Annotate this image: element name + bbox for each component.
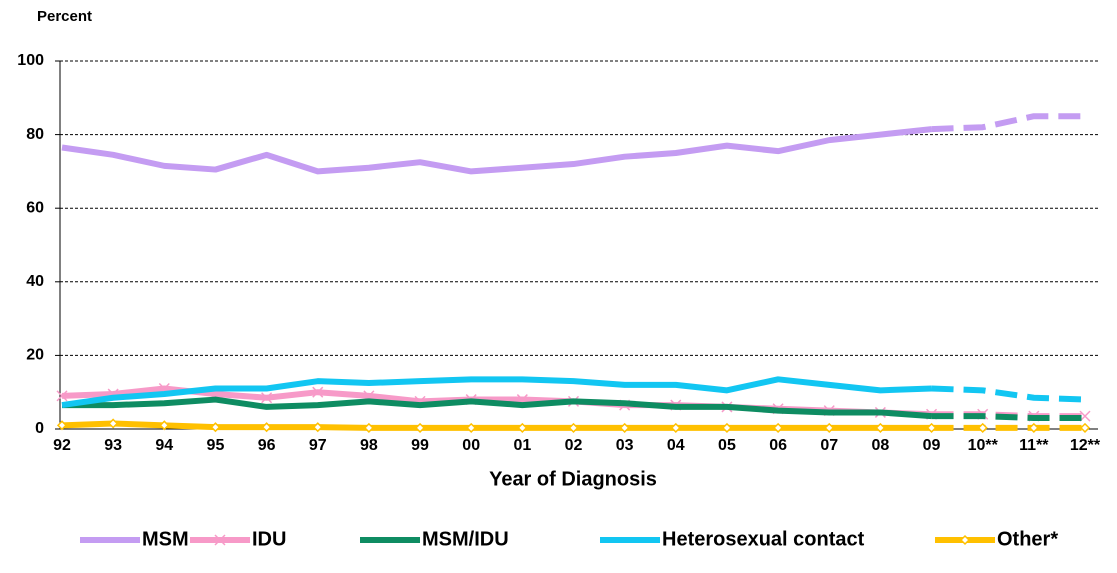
marker (414, 422, 426, 433)
x-tick-label: 95 (207, 437, 225, 454)
series-line (61, 126, 932, 175)
y-tick-label: 20 (26, 347, 44, 364)
y-tick-label: 40 (26, 273, 44, 290)
x-tick-label: 93 (104, 437, 122, 454)
x-tick-label: 07 (820, 437, 838, 454)
marker (159, 420, 170, 431)
x-tick-label: 08 (872, 437, 890, 454)
x-tick-label: 92 (53, 437, 71, 454)
marker (568, 422, 579, 433)
legend-label: Heterosexual contact (662, 528, 865, 550)
marker (210, 422, 221, 433)
marker (261, 392, 273, 404)
marker (363, 422, 374, 433)
y-axis-title: Percent (37, 8, 92, 25)
y-tick-label: 100 (17, 52, 44, 69)
x-tick-label: 01 (513, 437, 531, 454)
x-tick-label: 02 (565, 437, 583, 454)
x-tick-label: 97 (309, 437, 327, 454)
marker (875, 422, 886, 433)
marker (959, 534, 971, 546)
y-tick-label: 60 (26, 199, 44, 216)
marker (312, 386, 324, 398)
x-tick-label: 04 (667, 437, 685, 454)
marker (56, 420, 68, 431)
x-tick-label: 94 (155, 437, 173, 454)
marker (466, 422, 477, 433)
x-tick-label: 10** (968, 437, 999, 454)
x-tick-label: 12** (1070, 437, 1101, 454)
x-tick-label: 11** (1019, 437, 1049, 454)
marker (1079, 410, 1091, 422)
marker (1079, 422, 1091, 433)
x-tick-label: 03 (616, 437, 634, 454)
legend-label: IDU (252, 528, 286, 550)
marker (517, 422, 528, 433)
series-line (62, 396, 932, 420)
marker (261, 422, 272, 433)
marker (926, 422, 937, 433)
marker (670, 422, 681, 433)
x-tick-label: 05 (718, 437, 736, 454)
marker (214, 534, 226, 546)
x-tick-label: 96 (258, 437, 276, 454)
y-tick-label: 80 (26, 126, 44, 143)
marker (619, 422, 630, 433)
legend-label: MSM/IDU (422, 528, 509, 550)
marker (773, 422, 784, 433)
marker (312, 422, 323, 433)
marker (721, 422, 733, 433)
marker (56, 390, 68, 402)
series-line (61, 420, 932, 431)
series-line (931, 113, 1085, 133)
legend-label: MSM (142, 528, 189, 550)
marker (1028, 422, 1039, 433)
x-tick-label: 99 (411, 437, 429, 454)
series-line (931, 385, 1086, 403)
x-tick-label: 98 (360, 437, 378, 454)
legend-label: Other* (997, 528, 1058, 550)
marker (977, 422, 988, 433)
marker (108, 418, 119, 429)
x-tick-label: 06 (769, 437, 787, 454)
x-tick-label: 09 (923, 437, 941, 454)
x-axis-title: Year of Diagnosis (489, 468, 657, 490)
y-tick-label: 0 (35, 420, 44, 437)
marker (824, 422, 835, 433)
series-line (931, 413, 1085, 421)
series-line (61, 376, 932, 409)
x-tick-label: 00 (462, 437, 480, 454)
